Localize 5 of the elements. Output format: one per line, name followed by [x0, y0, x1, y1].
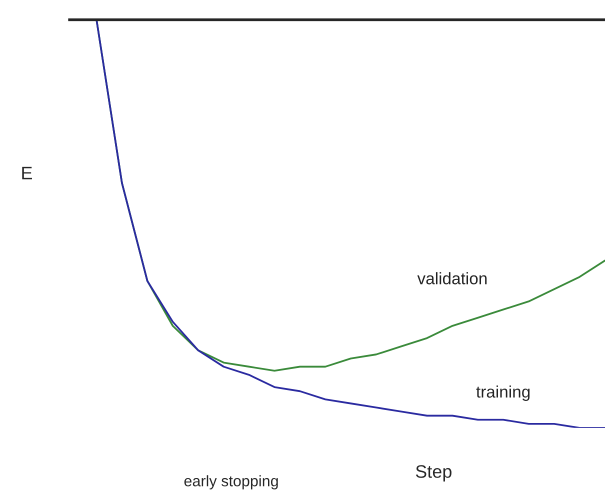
series-label: training	[476, 385, 530, 401]
series-label: validation	[417, 272, 487, 284]
x-axis-title: Step	[416, 465, 452, 482]
text: early stopping	[184, 475, 278, 490]
y-axis-title: E	[22, 166, 32, 180]
